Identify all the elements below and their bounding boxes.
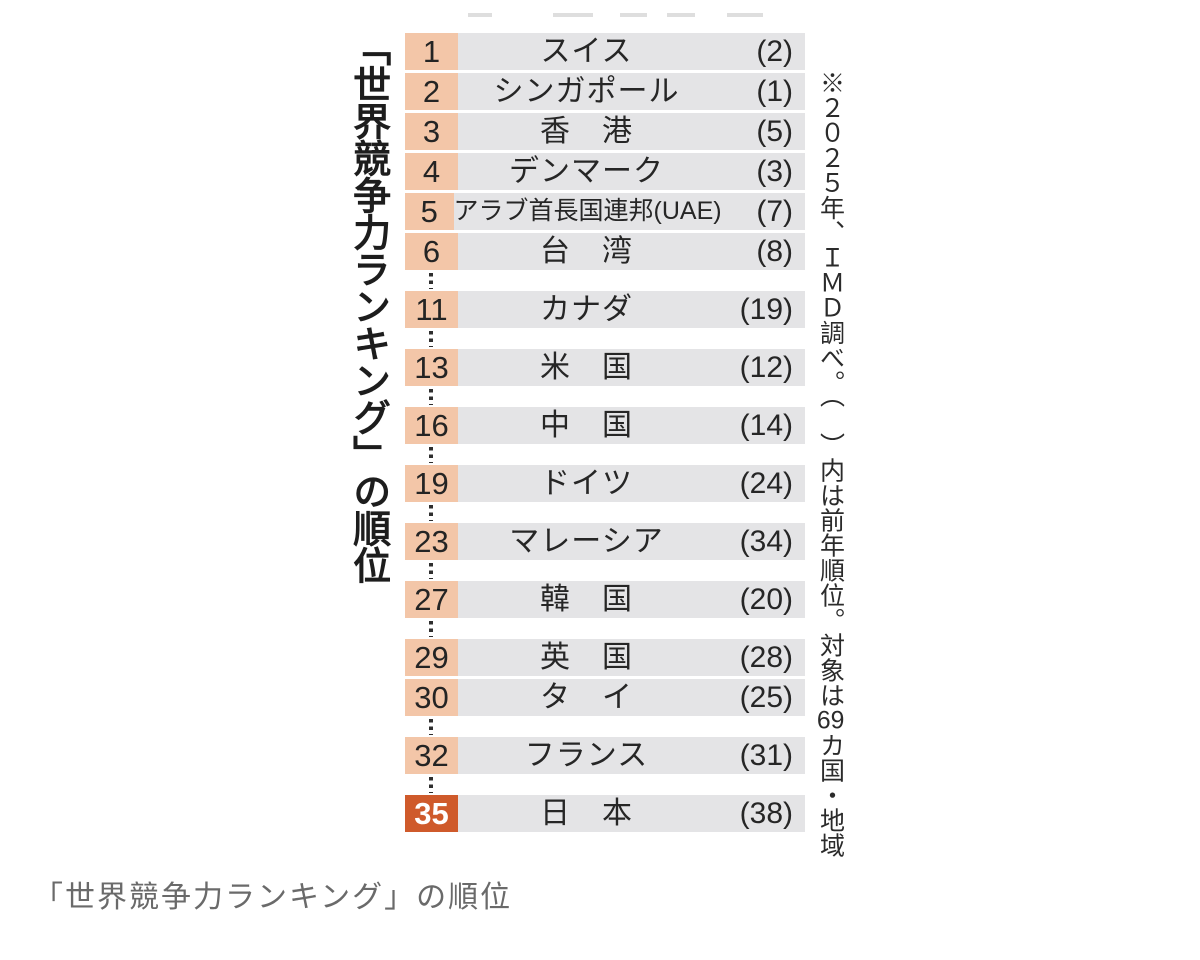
rank-cell: 13 — [405, 349, 458, 386]
prev-year-rank: (24) — [715, 465, 805, 502]
table-row: 27 韓 国 (20) — [405, 581, 805, 618]
prev-year-rank: (8) — [715, 233, 805, 270]
table-row: 32 フランス (31) — [405, 737, 805, 774]
prev-year-rank: (3) — [715, 153, 805, 190]
rank-cell: 16 — [405, 407, 458, 444]
prev-year-rank: (25) — [715, 679, 805, 716]
prev-year-rank: (2) — [715, 33, 805, 70]
prev-year-rank: (28) — [715, 639, 805, 676]
ellipsis-dots — [405, 502, 805, 523]
table-row: 1 スイス (2) — [405, 33, 805, 70]
country-name: シンガポール — [458, 73, 715, 110]
country-name: 中 国 — [458, 407, 715, 444]
rank-cell: 2 — [405, 73, 458, 110]
image-caption: 「世界競争力ランキング」の順位 — [33, 881, 513, 914]
table-row: 16 中 国 (14) — [405, 407, 805, 444]
rank-cell: 27 — [405, 581, 458, 618]
prev-year-rank: (20) — [715, 581, 805, 618]
rank-cell: 3 — [405, 113, 458, 150]
ellipsis-dots — [405, 270, 805, 291]
prev-year-rank: (7) — [721, 193, 805, 230]
rank-cell: 35 — [405, 795, 458, 832]
country-name: タ イ — [458, 679, 715, 716]
rank-cell: 5 — [405, 193, 454, 230]
country-name: 英 国 — [458, 639, 715, 676]
table-row: 23 マレーシア (34) — [405, 523, 805, 560]
rank-cell: 1 — [405, 33, 458, 70]
prev-year-rank: (31) — [715, 737, 805, 774]
table-row: 5 アラブ首長国連邦(UAE) (7) — [405, 193, 805, 230]
ellipsis-dots — [405, 716, 805, 737]
country-name: フランス — [458, 737, 715, 774]
prev-year-rank: (1) — [715, 73, 805, 110]
country-name: 香 港 — [458, 113, 715, 150]
country-name: マレーシア — [458, 523, 715, 560]
prev-year-rank: (5) — [715, 113, 805, 150]
rank-cell: 23 — [405, 523, 458, 560]
country-name: 米 国 — [458, 349, 715, 386]
ellipsis-dots — [405, 774, 805, 795]
country-name: アラブ首長国連邦(UAE) — [453, 193, 722, 230]
table-row: 2 シンガポール (1) — [405, 73, 805, 110]
prev-year-rank: (34) — [715, 523, 805, 560]
table-row: 19 ドイツ (24) — [405, 465, 805, 502]
ellipsis-dots — [405, 618, 805, 639]
rank-cell: 19 — [405, 465, 458, 502]
table-row: 11 カナダ (19) — [405, 291, 805, 328]
table-row: 13 米 国 (12) — [405, 349, 805, 386]
country-name: 日 本 — [458, 795, 715, 832]
table-row: 4 デンマーク (3) — [405, 153, 805, 190]
country-name: ドイツ — [458, 465, 715, 502]
chart-title-vertical: 「世界競争力ランキング」の順位 — [346, 28, 389, 583]
rank-cell: 29 — [405, 639, 458, 676]
table-row: 30 タ イ (25) — [405, 679, 805, 716]
rank-cell: 6 — [405, 233, 458, 270]
ellipsis-dots — [405, 386, 805, 407]
country-name: スイス — [458, 33, 715, 70]
rank-cell: 30 — [405, 679, 458, 716]
country-name: 韓 国 — [458, 581, 715, 618]
prev-year-rank: (14) — [715, 407, 805, 444]
country-name: デンマーク — [458, 153, 715, 190]
country-name: 台 湾 — [458, 233, 715, 270]
rank-cell: 32 — [405, 737, 458, 774]
note-combined-digits: 69 — [816, 707, 845, 733]
prev-year-rank: (38) — [715, 795, 805, 832]
source-note: ※２０２５年、ＩＭＤ調べ。（ ）内は前年順位。対象は69カ国・地域 — [814, 70, 847, 870]
ellipsis-dots — [405, 328, 805, 349]
country-name: カナダ — [458, 291, 715, 328]
table-row: 35 日 本 (38) — [405, 795, 805, 832]
rank-cell: 4 — [405, 153, 458, 190]
prev-year-rank: (19) — [715, 291, 805, 328]
note-text-segment: カ国・地域 — [816, 732, 845, 858]
ranking-table: 1 スイス (2) 2 シンガポール (1) 3 香 港 (5) 4 デンマーク (3) 5 アラブ首長国… — [405, 33, 805, 832]
table-row: 29 英 国 (28) — [405, 639, 805, 676]
note-text-segment: ※２０２５年、ＩＭＤ調べ。（ ）内は前年順位。対象は — [816, 70, 845, 708]
ellipsis-dots — [405, 560, 805, 581]
ellipsis-dots — [405, 444, 805, 465]
rank-cell: 11 — [405, 291, 458, 328]
prev-year-rank: (12) — [715, 349, 805, 386]
